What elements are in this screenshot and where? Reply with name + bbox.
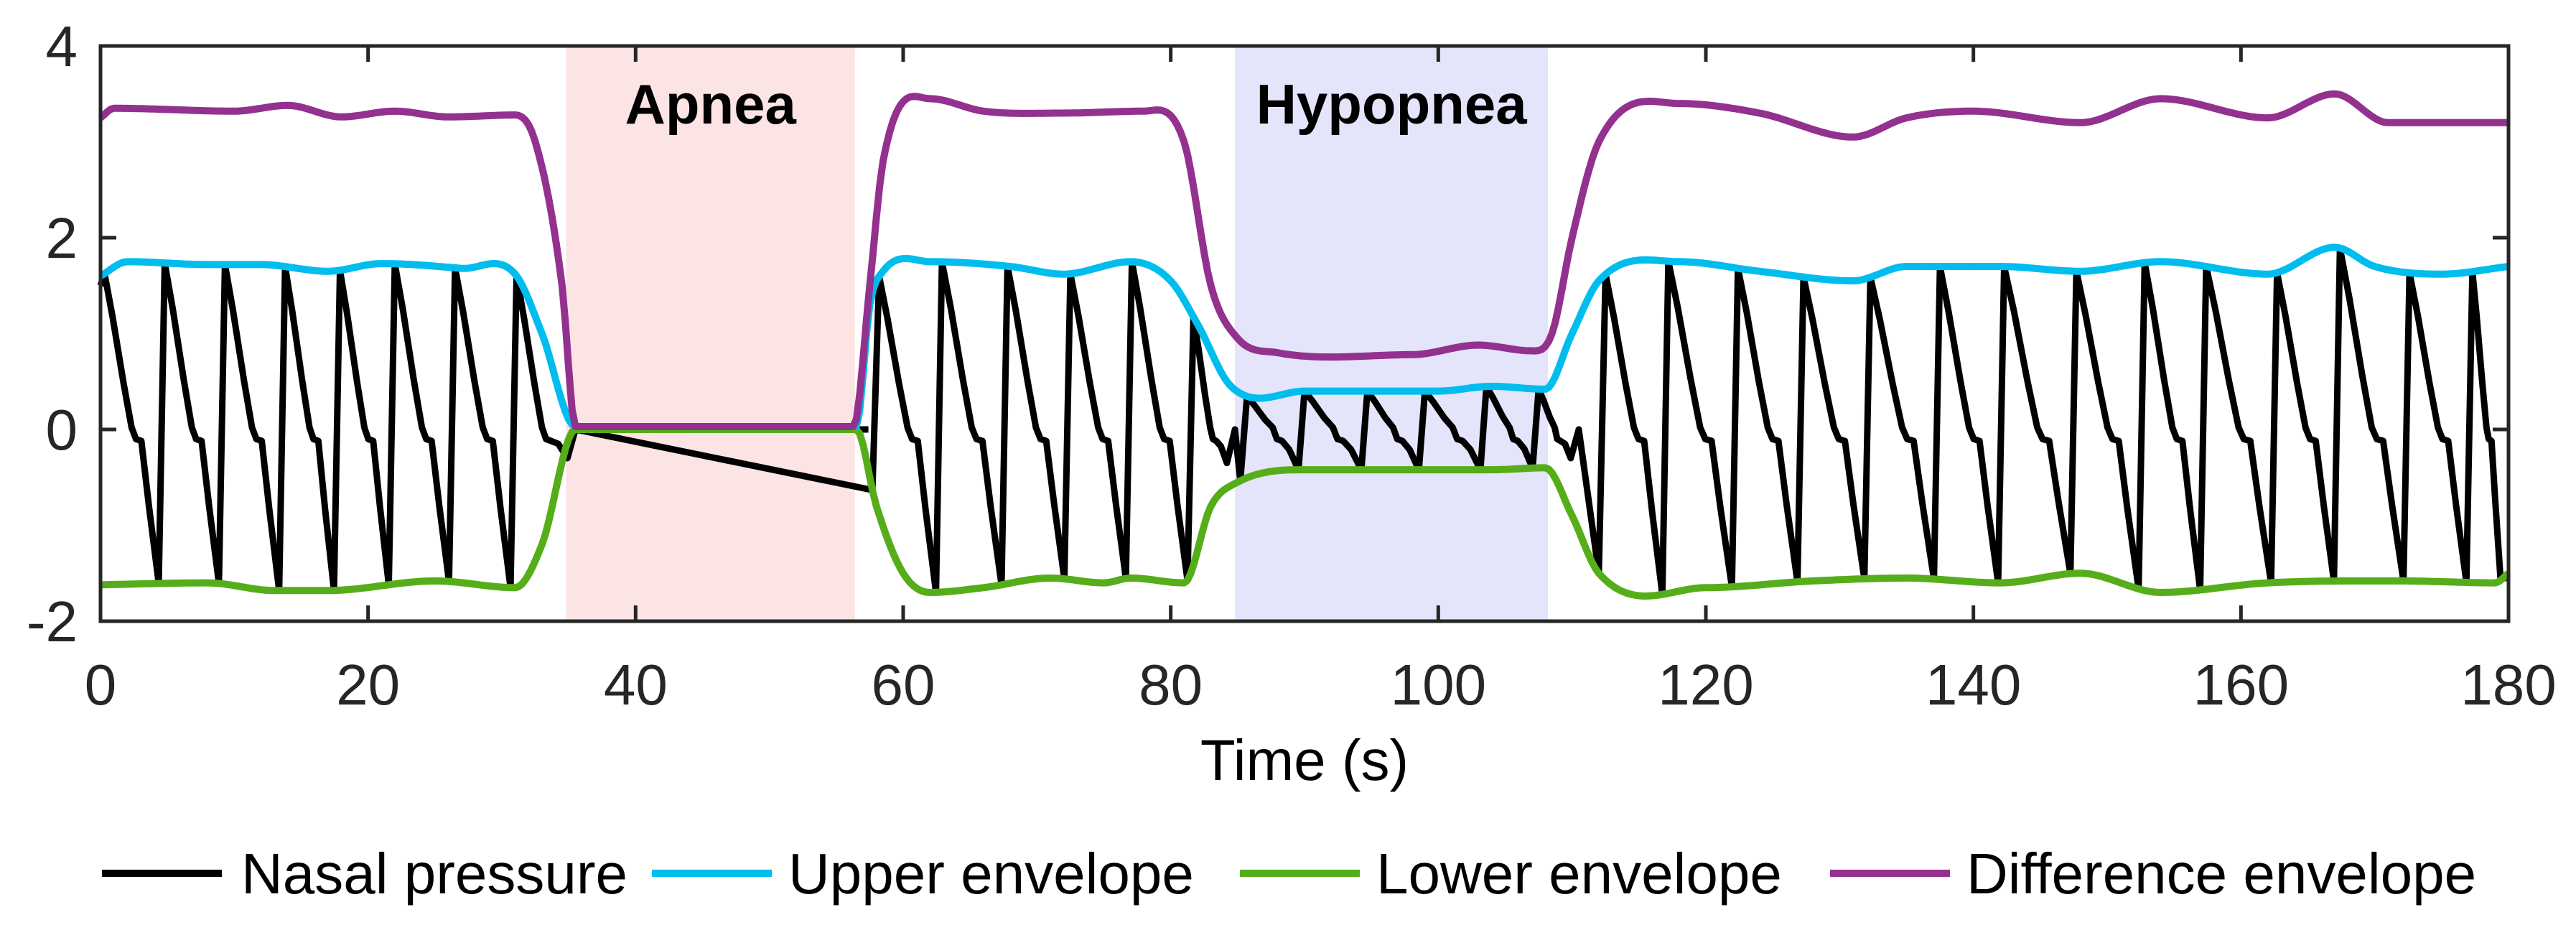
y-tick-label: 0 xyxy=(46,398,78,462)
legend-item-difference-envelope: Difference envelope xyxy=(1830,842,2476,906)
x-tick-label: 60 xyxy=(872,653,935,717)
region-label-apnea: Apnea xyxy=(625,73,796,136)
legend-item-lower-envelope: Lower envelope xyxy=(1240,842,1782,906)
y-tick-label: 4 xyxy=(46,14,78,78)
legend-item-upper-envelope: Upper envelope xyxy=(652,842,1194,906)
legend: Nasal pressure Upper envelope Lower envelo… xyxy=(102,842,2476,906)
region-apnea xyxy=(566,46,855,621)
lower-envelope-line xyxy=(100,426,2511,600)
x-axis-label: Time (s) xyxy=(1200,728,1409,792)
plot-frame xyxy=(98,44,2511,623)
series-lines xyxy=(97,90,2511,600)
legend-label: Nasal pressure xyxy=(241,842,627,906)
legend-label: Difference envelope xyxy=(1966,842,2476,906)
x-tick-label: 180 xyxy=(2460,653,2556,717)
x-tick-label: 160 xyxy=(2193,653,2289,717)
x-tick-label: 40 xyxy=(604,653,668,717)
x-tick-label: 120 xyxy=(1658,653,1753,717)
legend-item-nasal-pressure: Nasal pressure xyxy=(102,842,627,906)
x-tick-label: 140 xyxy=(1926,653,2021,717)
event-regions: Apnea Hypopnea xyxy=(566,46,1549,621)
region-label-hypopnea: Hypopnea xyxy=(1256,73,1528,136)
region-hypopnea xyxy=(1235,46,1549,621)
x-tick-label: 80 xyxy=(1139,653,1203,717)
upper-envelope-line xyxy=(98,243,2509,430)
x-tick-label: 100 xyxy=(1391,653,1486,717)
difference-envelope-line xyxy=(98,90,2509,430)
x-tick-label: 0 xyxy=(85,653,117,717)
nasal-pressure-line xyxy=(97,244,2509,598)
x-tick-label: 20 xyxy=(336,653,400,717)
y-tick-label: 2 xyxy=(46,206,78,270)
y-tick-label: -2 xyxy=(27,590,78,654)
legend-label: Lower envelope xyxy=(1376,842,1782,906)
legend-label: Upper envelope xyxy=(788,842,1194,906)
